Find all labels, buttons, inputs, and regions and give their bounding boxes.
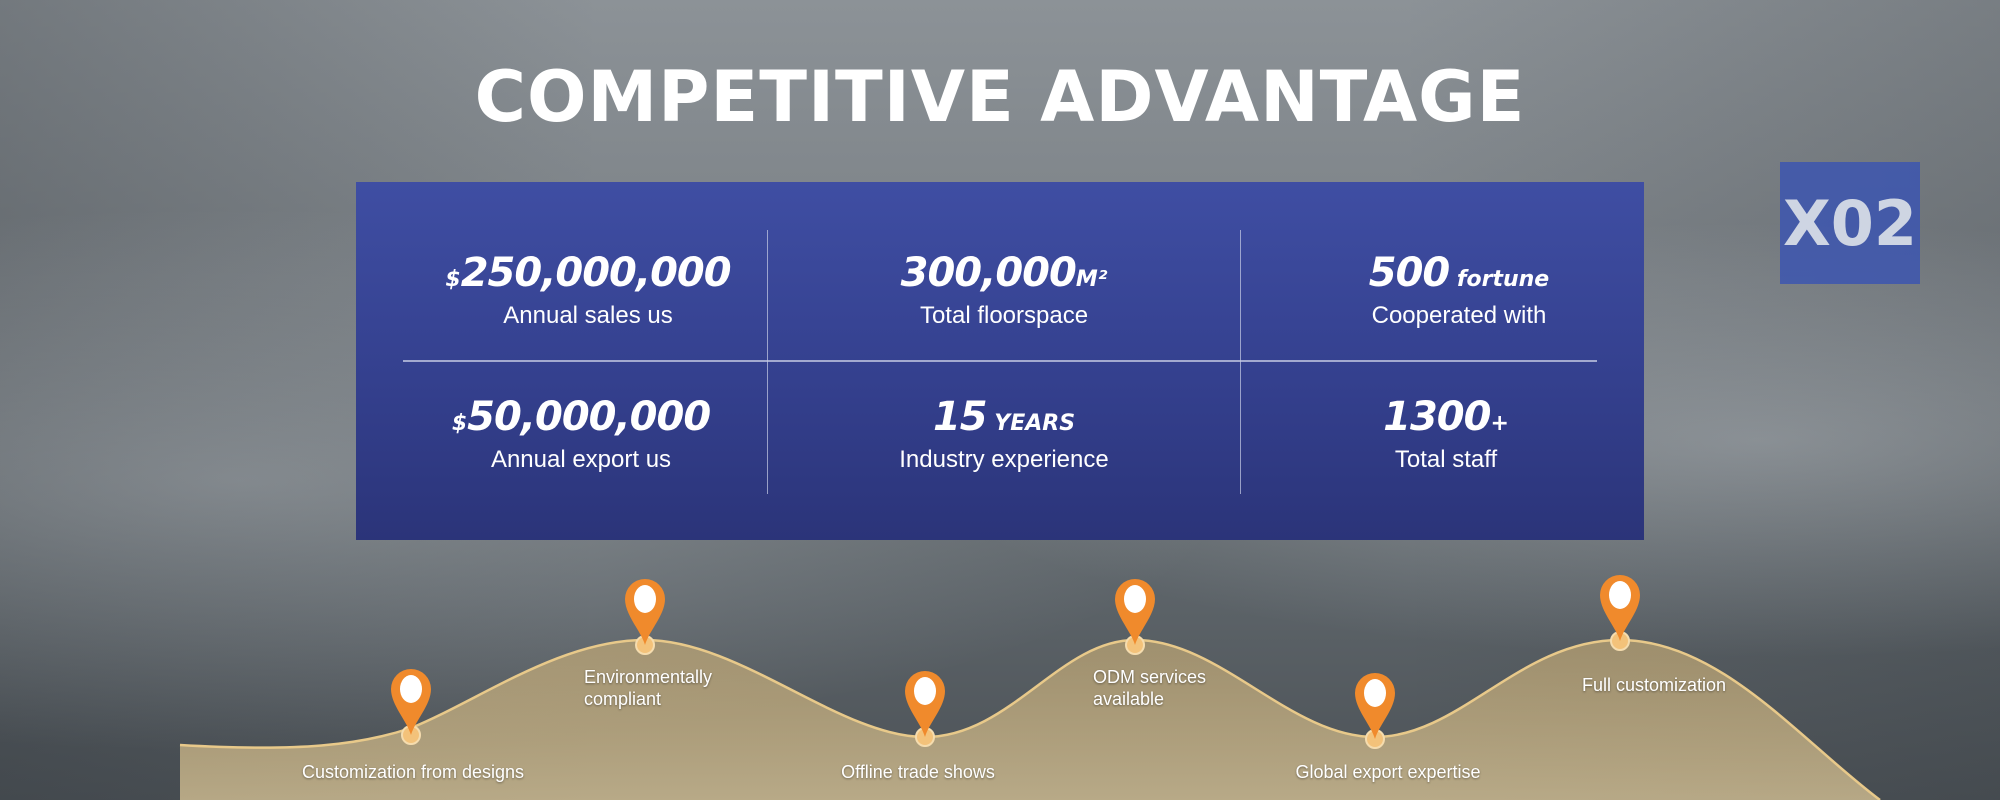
divider bbox=[1240, 230, 1241, 494]
advantage-label: ODM services available bbox=[1093, 667, 1207, 709]
map-pin-icon bbox=[391, 669, 431, 745]
map-pin-icon bbox=[1115, 579, 1155, 655]
map-pin-icon bbox=[1600, 575, 1640, 651]
wave-fill bbox=[180, 640, 1880, 800]
stat-floorspace: 300,000M² Total floorspace bbox=[900, 250, 1108, 329]
stat-experience: 15 YEARS Industry experience bbox=[899, 394, 1109, 473]
advantage-label: Customization from designs bbox=[301, 762, 525, 782]
map-pin-icon bbox=[905, 671, 945, 747]
stat-staff: 1300+ Total staff bbox=[1383, 394, 1509, 473]
wave-line bbox=[179, 638, 1881, 800]
stat-annual-sales: $250,000,000 Annual sales us bbox=[445, 250, 731, 329]
stat-fortune: 500 fortune Cooperated with bbox=[1368, 250, 1550, 329]
advantage-label: Global export expertise bbox=[1295, 762, 1481, 782]
background-sign: X02 bbox=[1780, 162, 1920, 284]
divider bbox=[403, 360, 1597, 362]
map-pin-icon bbox=[625, 579, 665, 655]
stats-panel: $250,000,000 Annual sales us 300,000M² T… bbox=[356, 182, 1644, 540]
page-title: COMPETITIVE ADVANTAGE bbox=[474, 56, 1526, 138]
advantage-label: Environmentally compliant bbox=[584, 667, 713, 709]
advantage-label: Offline trade shows bbox=[841, 762, 995, 782]
divider bbox=[767, 230, 768, 494]
map-pin-icon bbox=[1355, 673, 1395, 749]
stat-annual-export: $50,000,000 Annual export us bbox=[451, 394, 711, 473]
advantage-label: Full customization bbox=[1582, 675, 1727, 695]
